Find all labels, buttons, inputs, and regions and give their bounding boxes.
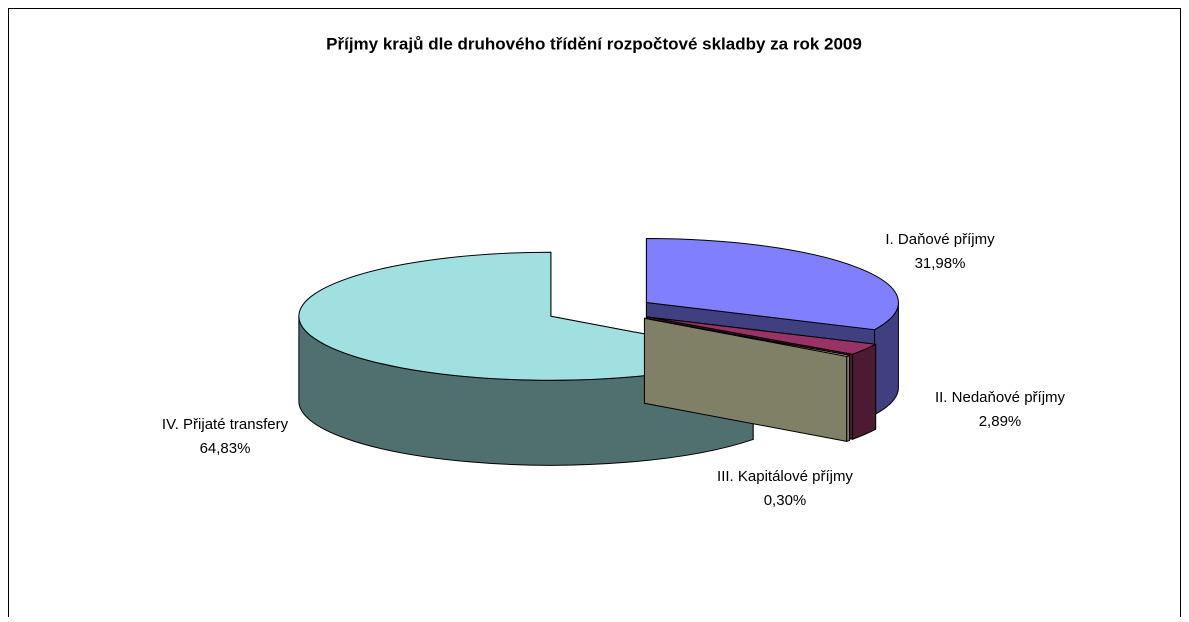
slice-label: I. Daňové příjmy: [885, 231, 995, 248]
chart-frame: [8, 8, 1181, 617]
slice-top: [298, 251, 754, 381]
chart-title: Příjmy krajů dle druhového třídění rozpo…: [326, 34, 862, 53]
slice-top: [645, 238, 899, 331]
slice-side: [852, 343, 877, 440]
slice-label: II. Nedaňové příjmy: [935, 389, 1066, 406]
slice-top: [646, 316, 877, 355]
slice-value-label: 0,30%: [764, 492, 807, 509]
slice-top: [643, 317, 851, 357]
slice-side: [846, 354, 851, 442]
slice-label: IV. Přijaté transfery: [162, 416, 289, 433]
pie-slice: [643, 317, 851, 442]
slice-value-label: 64,83%: [200, 440, 251, 457]
slice-value-label: 31,98%: [915, 255, 966, 272]
slice-label: III. Kapitálové příjmy: [717, 468, 853, 485]
slice-value-label: 2,89%: [979, 413, 1022, 430]
